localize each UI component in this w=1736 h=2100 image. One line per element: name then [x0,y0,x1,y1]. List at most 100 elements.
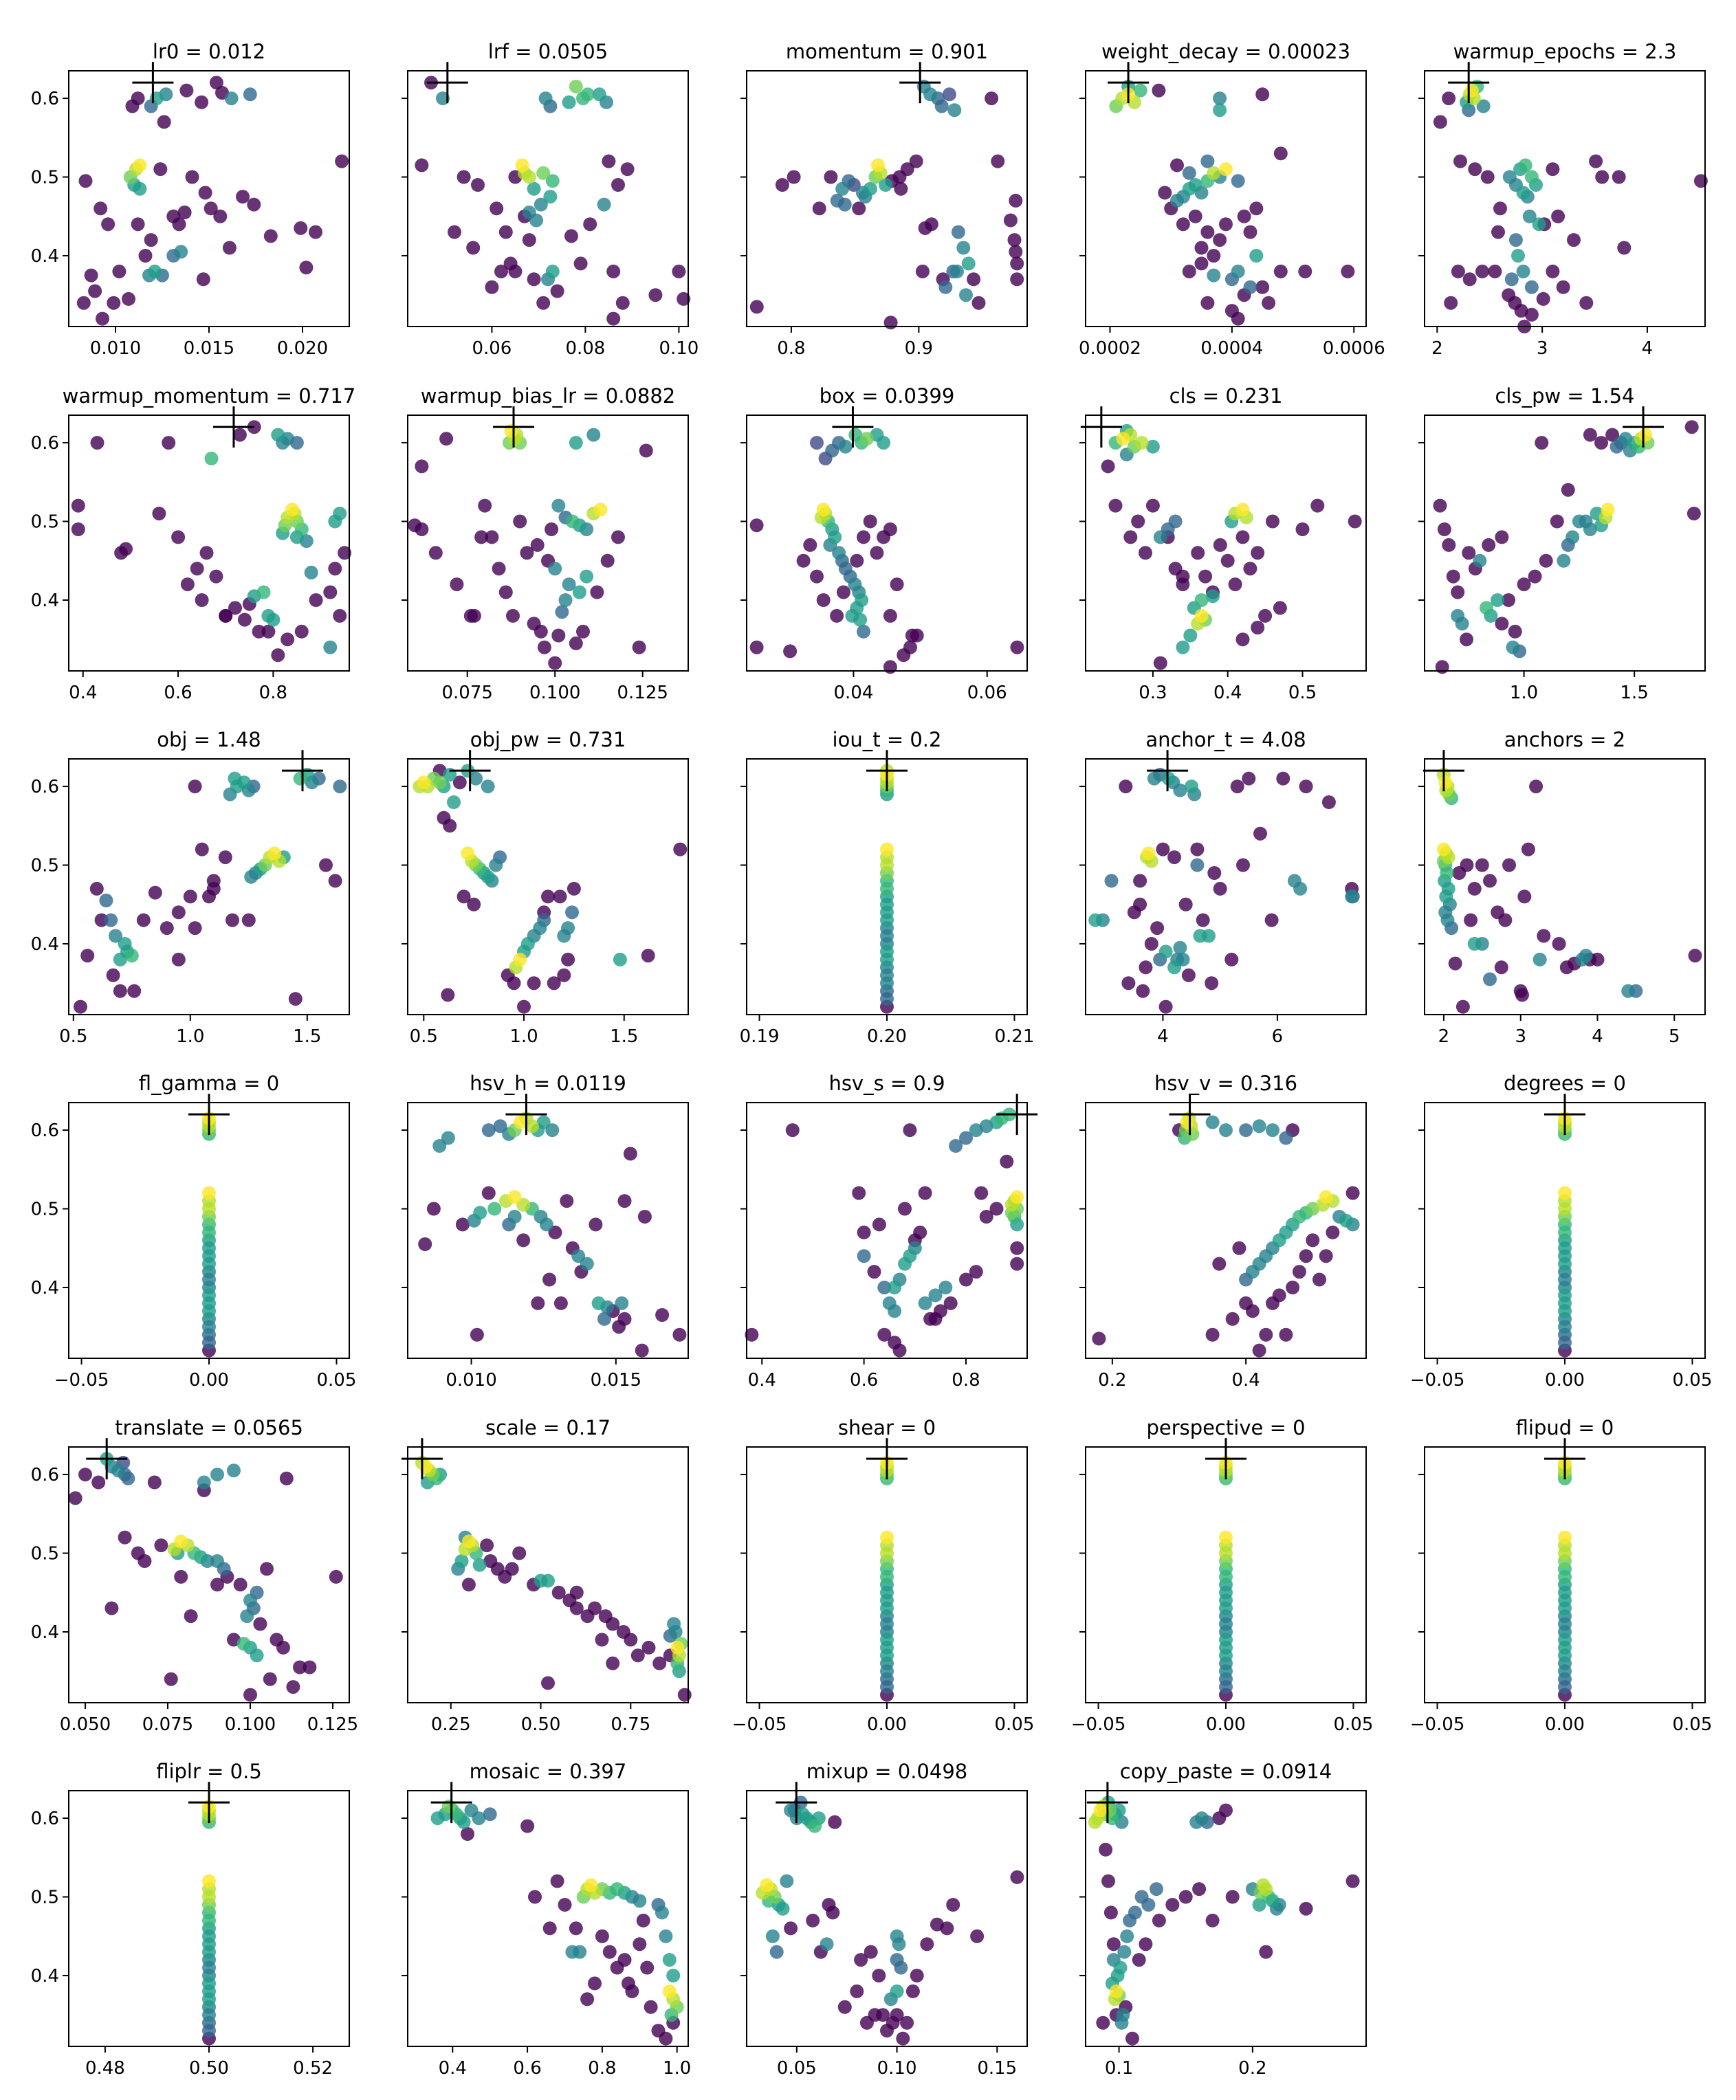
scatter-point [1575,952,1590,966]
scatter-point [1207,249,1221,263]
scatter-point [949,1139,963,1153]
subplot-7: warmup_bias_lr = 0.0882 0.075 0.100 0.125 [402,384,689,703]
scatter-point [859,432,874,446]
subplot-15: anchors = 2 2 3 4 5 [1418,728,1706,1047]
scatter-point [1442,91,1456,106]
scatter-point [569,436,583,450]
scatter-point [1518,158,1532,173]
scatter-point [174,1569,188,1584]
best-marker [212,406,254,448]
scatter-point [534,1573,548,1588]
scatter-point [1558,1601,1572,1615]
scatter-point [418,1237,432,1251]
y-tick-label: 0.5 [31,168,59,188]
scatter-point [1537,929,1551,943]
scatter-point [555,605,569,619]
scatter-point [1230,780,1244,794]
best-marker [449,750,491,792]
scatter-point [1225,1312,1240,1326]
y-tick-label: 0.4 [31,1278,59,1298]
scatter-point [1442,538,1456,552]
scatter-point [219,608,233,623]
scatter-point [1235,502,1250,517]
scatter-point [494,264,508,278]
scatter-point [1237,209,1251,223]
scatter-point [1167,960,1182,975]
scatter-point [195,842,209,856]
scatter-point [883,608,897,623]
scatter-point [765,1929,780,1943]
scatter-point [80,949,95,963]
scatter-point [1153,656,1167,670]
scatter-point [565,514,580,529]
scatter-point [583,217,597,232]
scatter-point [138,1554,152,1568]
scatter-point [1583,522,1597,536]
scatter-point [824,170,838,184]
best-marker [1422,750,1464,792]
axes-frame [407,1446,689,1703]
subplot-17: hsv_h = 0.0119 0.010 0.015 [402,1072,689,1391]
scatter-point [1464,913,1478,927]
scatter-point [1348,514,1362,529]
scatter-point [545,522,559,536]
scatter-point [152,507,166,521]
scatter-point [633,1937,647,1952]
scatter-point [498,225,513,239]
scatter-point [924,217,938,232]
scatter-point [233,1578,248,1592]
best-marker [832,406,874,448]
scatter-point [1158,944,1173,959]
subplot-title: copy_paste = 0.0914 [1120,1760,1332,1783]
scatter-point [209,569,223,584]
scatter-point [1515,988,1529,1002]
scatter-points [415,1455,692,1702]
best-marker [996,1094,1038,1136]
scatter-point [202,2008,216,2022]
y-tick-label: 0.4 [31,590,59,611]
scatter-point [1558,1530,1572,1545]
scatter-point [896,2031,910,2046]
scatter-point [882,1296,897,1310]
scatter-point [1088,913,1103,927]
scatter-point [1467,881,1482,896]
scatter-point [113,952,127,966]
scatter-point [1612,170,1626,184]
scatter-point [179,83,194,98]
scatter-point [71,498,85,513]
scatter-point [877,1281,892,1294]
scatter-point [276,1640,290,1655]
scatter-point [1109,1984,1123,1998]
scatter-point [1273,601,1287,615]
scatter-point [1491,225,1505,239]
scatter-point [592,87,606,102]
scatter-point [838,439,853,454]
scatter-point [632,640,646,654]
scatter-point [443,819,457,833]
scatter-point [666,1969,681,1982]
scatter-point [677,1688,692,1702]
scatter-point [951,225,965,239]
scatter-point [195,593,209,607]
scatter-point [890,1984,904,1998]
scatter-point [1144,937,1158,951]
scatter-point [558,593,573,607]
best-marker [1205,1438,1246,1480]
scatter-point [1007,233,1022,247]
scatter-point [890,2008,904,2022]
subplot-title: shear = 0 [838,1416,936,1439]
scatter-point [803,538,817,552]
subplot-1: lr0 = 0.012 0.010 0.015 0.020 0.4 0.5 0.6 [31,40,350,359]
scatter-point [1093,1803,1108,1817]
scatter-point [1259,1945,1273,1959]
scatter-point [240,1609,254,1624]
scatter-point [133,158,147,173]
scatter-point [1213,538,1227,552]
axes-frame [1085,758,1367,1015]
scatter-point [639,443,653,458]
scatter-point [541,1676,555,1690]
y-tick-label: 0.6 [31,1465,59,1485]
subplot-13: iou_t = 0.2 0.19 0.20 0.21 [740,728,1035,1047]
scatter-point [196,272,210,287]
subplot-title: anchor_t = 4.08 [1145,728,1306,751]
